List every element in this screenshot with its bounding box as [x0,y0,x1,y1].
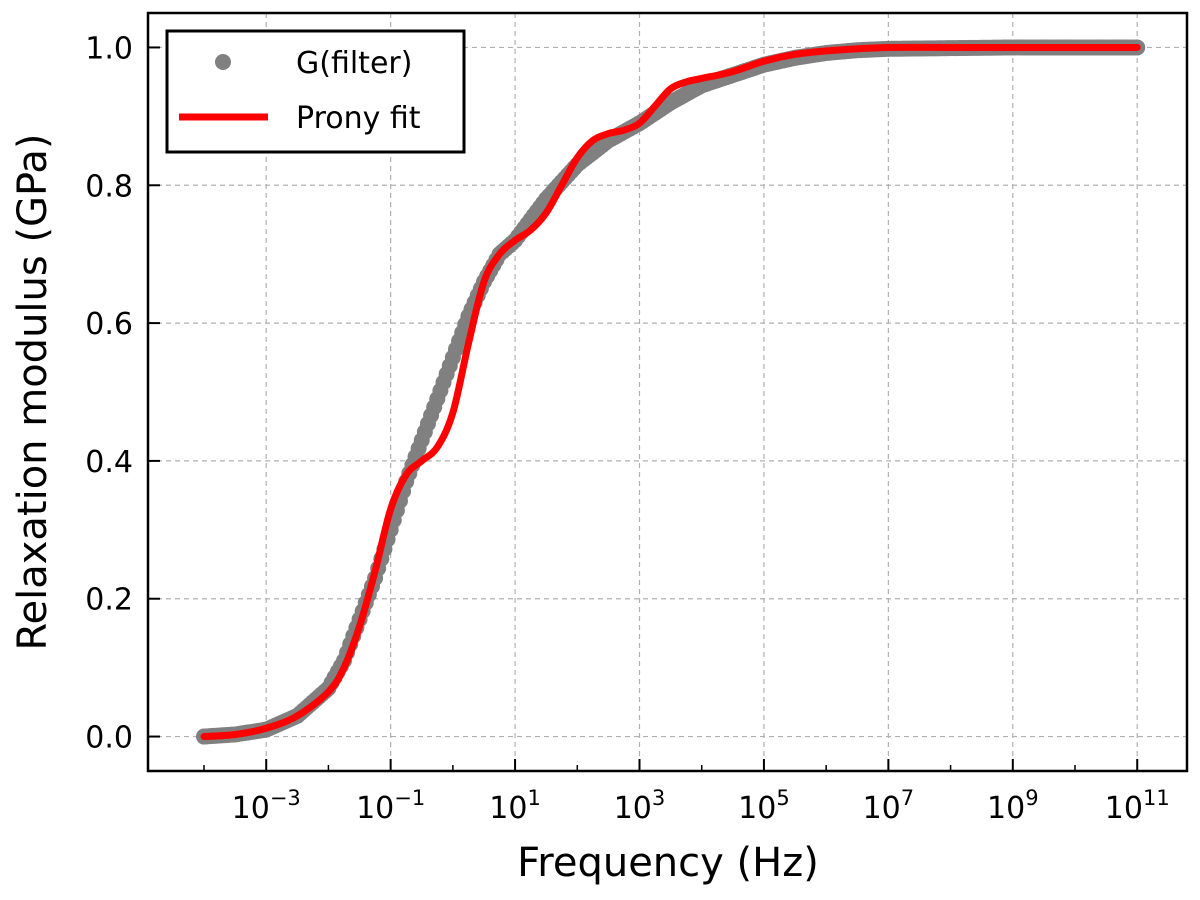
legend-label-prony-fit: Prony fit [296,101,421,136]
x-tick-label-exponent: 3 [652,786,665,810]
x-tick-label-exponent: 11 [1143,786,1170,810]
x-tick-label-exponent: 5 [776,786,789,810]
y-tick-label: 0.2 [85,583,133,618]
x-tick-label-base: 10 [614,791,652,826]
y-tick-label: 0.6 [85,307,133,342]
legend-marker-g-filter [215,54,231,70]
grid-lines [148,13,1187,771]
x-tick-label-base: 10 [738,791,776,826]
x-tick-label-base: 10 [232,791,270,826]
x-tick-label-base: 10 [987,791,1025,826]
y-tick-label: 0.0 [85,721,133,756]
axis-ticks [148,46,1139,771]
x-tick-label-base: 10 [863,791,901,826]
y-tick-label: 1.0 [85,31,133,66]
x-tick-label: 103 [614,786,666,826]
series-layer [195,39,1146,745]
legend: G(filter) Prony fit [165,29,466,154]
x-tick-label: 10−1 [356,786,425,826]
x-tick-label-base: 10 [356,791,394,826]
x-tick-label-exponent: −3 [270,786,301,810]
x-tick-label: 10−3 [232,786,301,826]
x-tick-label: 1011 [1105,786,1170,826]
x-tick-label-base: 10 [489,791,527,826]
y-tick-label: 0.4 [85,445,133,480]
x-tick-label-exponent: −1 [394,786,425,810]
plot-frame [146,11,1189,773]
y-axis-label: Relaxation modulus (GPa) [10,134,56,651]
y-tick-label: 0.8 [85,169,133,204]
x-tick-label-exponent: 7 [901,786,914,810]
series-line-prony-fit [200,43,1141,741]
x-tick-label-exponent: 9 [1025,786,1038,810]
x-tick-label: 109 [987,786,1039,826]
legend-box [165,29,466,154]
x-tick-label: 105 [738,786,790,826]
x-tick-label: 107 [863,786,915,826]
x-tick-label-base: 10 [1105,791,1143,826]
x-tick-label-exponent: 1 [527,786,540,810]
legend-label-g-filter: G(filter) [296,46,412,81]
x-tick-label: 101 [489,786,541,826]
x-tick-labels: 10−3 10−1 101 103 105 107 109 1011 [232,786,1170,826]
x-axis-label: Frequency (Hz) [517,840,819,886]
y-tick-labels: 0.0 0.2 0.4 0.6 0.8 1.0 [85,31,133,755]
